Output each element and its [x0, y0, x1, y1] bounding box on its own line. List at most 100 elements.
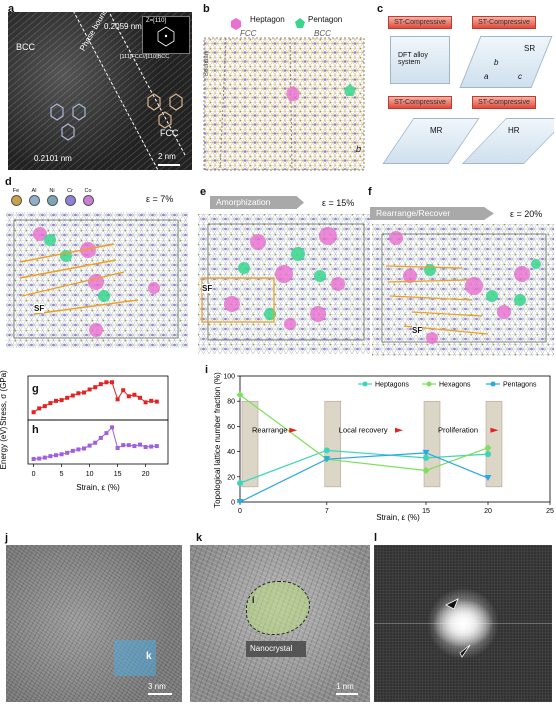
pentagons-point [422, 449, 430, 456]
panel-b-lattice: Heptagon Pentagon FCC BCC Boundary b [200, 12, 366, 172]
stress-point [138, 395, 142, 400]
k-region-label: k [146, 651, 152, 662]
energy-point [48, 454, 53, 459]
panel-f-sim: SF [372, 224, 554, 356]
pentagons-point [484, 475, 492, 482]
x-tick-label-i: 0 [238, 508, 242, 515]
annotation-2: Proliferation [438, 426, 478, 435]
scale-bar-k: 1 nm [336, 682, 354, 691]
legend-element-co: Co [80, 188, 96, 206]
legend-element-dot [10, 195, 22, 206]
lattice-d-svg [6, 212, 188, 348]
stress-point [115, 397, 120, 402]
energy-point [59, 452, 64, 457]
energy-point [138, 442, 142, 447]
panel-j-hrtem: k 3 nm [6, 545, 182, 702]
energy-point [54, 453, 58, 458]
strain-f: ε = 20% [510, 209, 543, 219]
nanocrystal-tag [246, 641, 306, 657]
mr-cell [382, 118, 480, 164]
d-spacing-2: 0.2101 nm [34, 154, 72, 163]
energy-point [70, 448, 75, 453]
inset-index: [111]FCC//[110]BCC [120, 54, 170, 60]
ylabel-i: Topological lattice number fraction (%) [213, 372, 222, 508]
boundary-b-label: Boundary [204, 50, 210, 76]
panel-l-label: l [374, 532, 378, 544]
panel-h-label: h [32, 424, 39, 436]
energy-point [121, 443, 126, 448]
panel-c-label: c [377, 3, 384, 15]
energy-point [82, 446, 86, 451]
stress-point [149, 398, 154, 403]
legend-marker-heptagons [362, 381, 368, 387]
st-compressive-3: ST-Compressive [388, 96, 452, 109]
dft-cell [390, 36, 450, 84]
lattice-strip [324, 400, 342, 488]
energy-point [31, 457, 36, 462]
panel-j-label: j [5, 532, 9, 544]
energy-point [143, 445, 148, 450]
arrow-upper-icon [445, 598, 459, 610]
panel-b-label: b [203, 3, 210, 15]
stress-point [54, 398, 58, 403]
x-tick-label-i: 25 [546, 508, 554, 515]
strain-e: ε = 15% [322, 198, 355, 208]
y-tick-label-i: 20 [227, 474, 235, 481]
legend-label-pentagons: Pentagons [503, 382, 537, 389]
annotation-arrow-icon [490, 427, 499, 433]
stress-point [98, 382, 103, 387]
pentagon-legend: Pentagon [308, 15, 343, 24]
g-frame [27, 375, 169, 421]
hr-cell [461, 118, 554, 164]
stress-point [132, 392, 137, 397]
stress-point [31, 410, 36, 415]
panel-k-label: k [196, 532, 203, 544]
x-tick-label-gh: 5 [60, 471, 64, 478]
energy-point [154, 444, 159, 449]
y-tick-label-i: 40 [227, 449, 235, 456]
x-tick-label-gh: 10 [86, 471, 94, 478]
axis-c: c [518, 72, 522, 81]
panel-i-label: i [205, 364, 209, 376]
lattice-f-svg [372, 224, 554, 356]
nanocrystal-label: Nanocrystal [250, 644, 293, 653]
panel-e-label: e [200, 186, 207, 198]
annotation-0: Rearrange [252, 426, 287, 435]
sr-cell [459, 36, 553, 88]
stress-point [70, 393, 75, 398]
heptagons-point [485, 451, 491, 458]
stress-point [143, 400, 148, 405]
energy-point [132, 444, 137, 449]
stress-point [42, 404, 47, 409]
x-tick-label-gh: 20 [142, 471, 150, 478]
element-legend: Fe Al Ni Cr Co [8, 188, 128, 208]
x-tick-label-i: 15 [422, 508, 430, 515]
lattice-strip [423, 400, 441, 488]
legend-marker-hexagons [426, 381, 432, 387]
x-tick-label-i: 7 [325, 508, 329, 515]
legend-element-dot [82, 195, 94, 206]
scale-bar-j: 3 nm [148, 682, 166, 691]
panel-d-label: d [5, 176, 12, 188]
legend-label-heptagons: Heptagons [375, 382, 409, 389]
stress-point [87, 387, 92, 392]
ylabel-g: Stress, σ (GPa) [0, 370, 8, 426]
i-region-label: I [252, 595, 255, 605]
xlabel-i: Strain, ε (%) [376, 513, 420, 522]
legend-element-al: Al [26, 188, 42, 206]
annotation-1: Local recovery [339, 426, 388, 435]
legend-element-fe: Fe [8, 188, 24, 206]
bcc-b-label: BCC [314, 29, 331, 38]
stress-point [48, 401, 53, 406]
x-tick-label-gh: 0 [32, 471, 36, 478]
d-spacing-1: 0.2059 nm [104, 22, 142, 31]
sf-f: SF [412, 326, 423, 335]
inset-zone-axis: Z=[110] [146, 18, 167, 24]
lattice-strip [241, 400, 259, 488]
stress-point [65, 395, 70, 400]
pentagons-point [236, 499, 244, 505]
hexagons-line [239, 394, 489, 472]
legend-element-cr: Cr [62, 188, 78, 206]
heptagons-point [237, 480, 243, 487]
energy-point [98, 435, 103, 440]
